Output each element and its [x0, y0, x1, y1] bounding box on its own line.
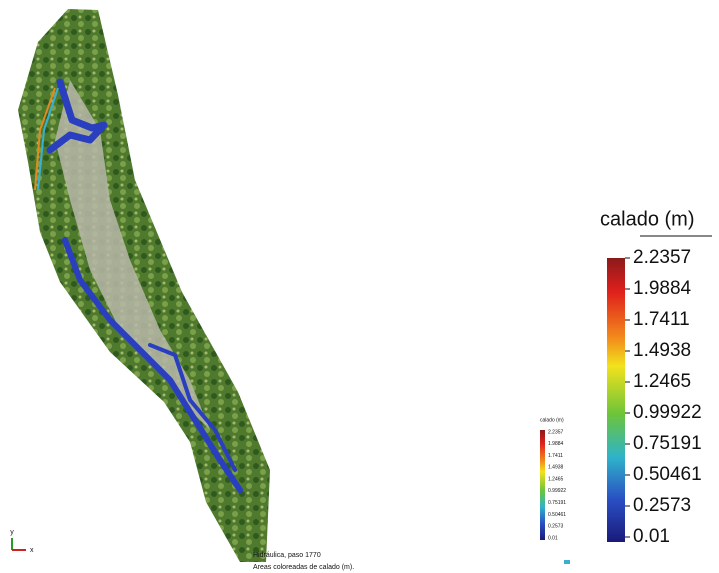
legend-label: 0.2573 [633, 495, 691, 516]
mini-legend-label: 0.01 [548, 535, 558, 541]
legend-label: 0.01 [633, 526, 670, 547]
mini-legend-label: 0.99922 [548, 488, 566, 494]
legend-label: 0.99922 [633, 402, 702, 423]
legend-label: 0.75191 [633, 433, 702, 454]
icon [564, 560, 570, 564]
legend-label: 1.9884 [633, 278, 692, 299]
mini-legend-label: 1.4938 [548, 465, 564, 471]
legend-label: 0.50461 [633, 464, 702, 485]
legend-label: 2.2357 [633, 247, 691, 268]
axis-label: x [30, 547, 34, 554]
legend-title: calado (m) [600, 208, 694, 230]
legend-label: 1.2465 [633, 371, 691, 392]
colorbar [607, 258, 625, 542]
terrain [18, 9, 270, 562]
axis-triad: y x [10, 529, 34, 554]
mini-legend-label: 1.2465 [548, 476, 564, 482]
legend-label: 1.7411 [633, 309, 690, 330]
mini-legend-label: 2.2357 [548, 429, 564, 435]
mini-legend-label: 0.50461 [548, 512, 566, 518]
mini-legend-label: 1.7411 [548, 453, 563, 459]
mini-legend-label: 0.75191 [548, 500, 566, 506]
mini-legend-title: calado (m) [540, 417, 564, 423]
caption: Areas coloreadas de calado (m). [253, 564, 354, 571]
axis-label: y [10, 529, 14, 536]
caption: Hidráulica, paso 1770 [253, 552, 321, 559]
legend-label: 1.4938 [633, 340, 691, 361]
mini-legend-label: 1.9884 [548, 441, 564, 447]
mini-colorbar [540, 430, 545, 540]
mini-legend-label: 0.2573 [548, 524, 564, 530]
